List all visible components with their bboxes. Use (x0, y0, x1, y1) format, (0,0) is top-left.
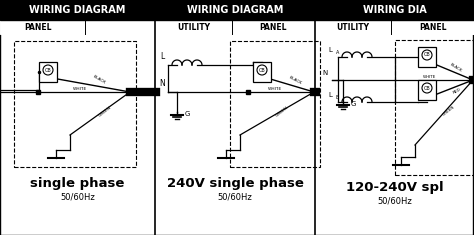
Text: G: G (185, 111, 191, 117)
Bar (39, 62, 57, 82)
Text: 120-240V spl: 120-240V spl (346, 180, 443, 193)
Bar (14, 41, 136, 167)
Bar (230, 41, 320, 167)
Bar (418, 47, 436, 67)
Text: L: L (160, 52, 164, 61)
Text: PANEL: PANEL (260, 23, 287, 31)
Text: BLACK: BLACK (92, 75, 106, 85)
Text: G: G (351, 101, 356, 107)
Text: GREEN: GREEN (98, 105, 112, 118)
Text: N: N (159, 79, 165, 88)
Bar (315, 0, 474, 20)
Text: 50/60Hz: 50/60Hz (218, 192, 252, 201)
Bar (315, 20, 474, 34)
Text: UTILITY: UTILITY (337, 23, 370, 31)
Text: B: B (336, 95, 339, 100)
Text: CB: CB (424, 52, 430, 58)
Bar (155, 20, 315, 34)
Text: GREEN: GREEN (442, 105, 456, 117)
Text: UTILITY: UTILITY (177, 23, 210, 31)
Text: WHITE: WHITE (73, 87, 87, 91)
Text: single phase: single phase (30, 176, 125, 189)
Text: PANEL: PANEL (24, 23, 51, 31)
Text: PANEL: PANEL (419, 23, 447, 31)
Text: A: A (336, 50, 339, 55)
Text: WHITE: WHITE (423, 75, 437, 79)
Bar (0, 20, 155, 34)
Bar (418, 80, 436, 100)
Text: CB: CB (45, 67, 51, 73)
Bar (155, 0, 315, 20)
Text: WIRING DIA: WIRING DIA (363, 5, 427, 15)
Text: CB: CB (259, 67, 265, 73)
Bar (253, 62, 271, 82)
Text: WIRING DIAGRAM: WIRING DIAGRAM (29, 5, 126, 15)
Text: WHITE: WHITE (268, 87, 282, 91)
Text: BLACK: BLACK (449, 62, 462, 73)
Text: RED: RED (452, 87, 461, 95)
Text: CB: CB (424, 86, 430, 90)
Text: 50/60Hz: 50/60Hz (60, 192, 95, 201)
Text: L: L (328, 47, 332, 53)
Bar (395, 40, 474, 175)
Text: BLACK: BLACK (288, 75, 303, 85)
Text: L: L (328, 92, 332, 98)
Text: 50/60Hz: 50/60Hz (377, 196, 412, 205)
Text: N: N (322, 70, 328, 76)
Text: WIRING DIAGRAM: WIRING DIAGRAM (187, 5, 283, 15)
Text: 240V single phase: 240V single phase (166, 176, 303, 189)
Bar (0, 0, 155, 20)
Text: GREEN: GREEN (275, 105, 289, 118)
